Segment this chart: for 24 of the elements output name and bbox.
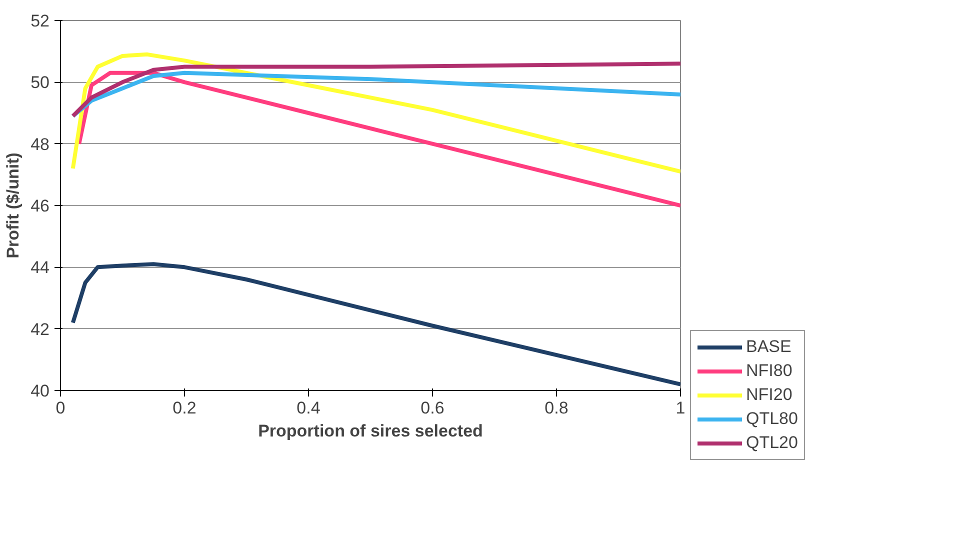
y-tick-label: 40 [30,382,50,400]
legend-label: QTL80 [746,409,798,429]
y-tick-label: 46 [30,196,50,216]
line-series [70,62,680,118]
legend-label: QTL20 [746,433,798,453]
y-tick-label: 50 [30,73,50,92]
x-tick-label: 1 [676,398,686,418]
line-series [70,262,680,386]
x-tick-label: 0.8 [544,398,568,418]
legend-label: BASE [746,337,792,357]
y-tick-label: 44 [30,258,50,278]
x-tick-label: 0 [56,398,66,418]
legend-label: NFI80 [746,361,792,381]
x-tick-label: 0.2 [172,398,196,418]
y-tick-label: 48 [30,134,50,154]
legend-label: NFI20 [746,385,792,405]
y-axis-title: Profit ($/unit) [4,152,23,258]
y-tick-label: 52 [30,12,50,30]
x-tick-label: 0.6 [420,398,444,418]
y-tick-label: 42 [30,320,50,339]
x-tick-label: 0.4 [296,398,320,418]
line-series [70,52,680,174]
line-series [77,70,680,208]
x-axis-title: Proportion of sires selected [258,422,483,440]
